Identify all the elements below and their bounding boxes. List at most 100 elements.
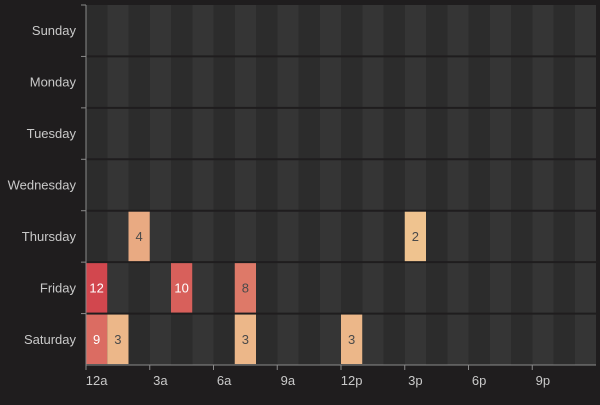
heatmap-cell: [234, 314, 256, 364]
grid-cell: [404, 159, 426, 211]
grid-cell: [319, 107, 341, 160]
y-tick-label: Thursday: [22, 229, 77, 244]
grid-cell: [362, 56, 384, 108]
grid-cell: [298, 313, 320, 365]
grid-cell: [426, 56, 448, 108]
grid-cell: [234, 5, 256, 57]
heatmap-cell: [171, 263, 193, 313]
grid-cell: [234, 56, 256, 108]
grid-cell: [298, 159, 320, 211]
grid-cell: [489, 107, 511, 160]
x-tick-label: 12p: [341, 373, 363, 388]
grid-cell: [319, 313, 341, 365]
x-tick-label: 9a: [281, 373, 296, 388]
grid-cell: [319, 159, 341, 211]
grid-cell: [256, 107, 278, 160]
grid-cell: [319, 262, 341, 314]
cell-value-label: 3: [242, 332, 249, 347]
heatmap-cell: [86, 263, 108, 313]
grid-cell: [192, 262, 214, 314]
grid-cell: [171, 56, 193, 108]
grid-cell: [447, 159, 469, 211]
grid-cell: [532, 56, 554, 108]
grid-cell: [86, 56, 108, 108]
y-tick-label: Saturday: [24, 332, 77, 347]
grid-cell: [404, 262, 426, 314]
grid-cell: [511, 313, 533, 365]
cell-value-label: 10: [174, 280, 188, 295]
grid-cell: [86, 5, 108, 57]
y-tick-label: Monday: [30, 75, 77, 90]
grid-cell: [171, 5, 193, 57]
heatmap-cell: [341, 314, 363, 364]
x-tick-label: 9p: [536, 373, 550, 388]
grid-cell: [511, 5, 533, 57]
grid-cell: [426, 5, 448, 57]
grid-cell: [149, 262, 171, 314]
cell-value-label: 3: [348, 332, 355, 347]
y-tick-label: Sunday: [32, 23, 77, 38]
heatmap-cell: [128, 211, 150, 262]
grid-cell: [511, 159, 533, 211]
grid-cell: [574, 210, 596, 263]
grid-cell: [468, 107, 490, 160]
grid-cell: [298, 210, 320, 263]
grid-cell: [532, 313, 554, 365]
grid-cell: [149, 107, 171, 160]
grid-cell: [362, 159, 384, 211]
x-tick-label: 6a: [217, 373, 232, 388]
grid-cell: [489, 262, 511, 314]
grid-cell: [553, 56, 575, 108]
grid-cell: [426, 210, 448, 263]
grid-cell: [298, 107, 320, 160]
grid-cell: [149, 210, 171, 263]
x-tick-label: 3a: [153, 373, 168, 388]
grid-cell: [468, 313, 490, 365]
grid-cell: [489, 210, 511, 263]
grid-cell: [574, 313, 596, 365]
cell-value-label: 8: [242, 280, 249, 295]
grid-cell: [256, 262, 278, 314]
grid-cell: [128, 5, 150, 57]
grid-cell: [319, 56, 341, 108]
grid-cell: [213, 56, 235, 108]
grid-cell: [341, 262, 363, 314]
grid-cell: [341, 159, 363, 211]
grid-cell: [574, 107, 596, 160]
grid-cell: [277, 5, 299, 57]
grid-cell: [489, 5, 511, 57]
grid-cell: [149, 56, 171, 108]
grid-cell: [553, 107, 575, 160]
grid-cell: [256, 313, 278, 365]
y-tick-label: Tuesday: [27, 126, 77, 141]
cell-value-label: 4: [136, 229, 143, 244]
grid-cell: [574, 262, 596, 314]
grid-cell: [256, 210, 278, 263]
grid-cell: [319, 5, 341, 57]
grid-cell: [383, 313, 405, 365]
grid-cell: [553, 210, 575, 263]
grid-cell: [553, 262, 575, 314]
grid-cell: [404, 5, 426, 57]
grid-cell: [192, 5, 214, 57]
grid-cell: [277, 56, 299, 108]
heatmap-cell: [234, 263, 256, 313]
grid-cell: [213, 107, 235, 160]
grid-cell: [447, 313, 469, 365]
grid-cell: [511, 56, 533, 108]
grid-cell: [532, 159, 554, 211]
grid-cell: [447, 107, 469, 160]
cell-value-label: 2: [412, 229, 419, 244]
grid-cell: [128, 56, 150, 108]
grid-cell: [341, 5, 363, 57]
grid-cell: [107, 5, 129, 57]
grid-cell: [362, 5, 384, 57]
grid-cell: [128, 107, 150, 160]
grid-cell: [171, 107, 193, 160]
grid-cell: [128, 313, 150, 365]
y-tick-label: Friday: [40, 280, 77, 295]
grid-cell: [532, 210, 554, 263]
grid-cell: [426, 107, 448, 160]
grid-cell: [574, 159, 596, 211]
